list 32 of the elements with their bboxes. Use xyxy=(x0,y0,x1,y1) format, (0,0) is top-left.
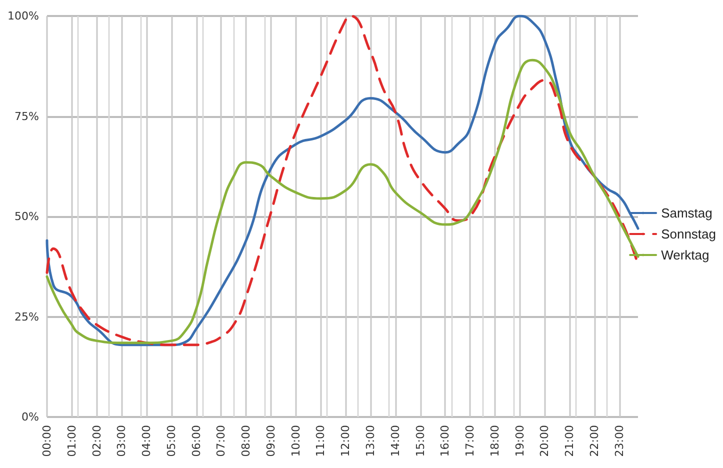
y-tick-label: 0% xyxy=(22,410,39,424)
x-tick-label: 18:00 xyxy=(488,425,502,457)
x-tick-label: 05:00 xyxy=(164,425,178,457)
x-tick-label: 06:00 xyxy=(190,425,203,457)
x-tick-label: 13:00 xyxy=(364,425,377,457)
x-tick-label: 16:00 xyxy=(438,425,452,457)
x-tick-label: 04:00 xyxy=(140,425,154,457)
x-tick-label: 09:00 xyxy=(264,425,278,457)
x-tick-label: 02:00 xyxy=(90,425,104,457)
x-tick-label: 07:00 xyxy=(214,425,228,457)
legend-label: Samstag xyxy=(661,206,712,220)
y-tick-label: 25% xyxy=(14,310,39,324)
x-tick-label: 19:00 xyxy=(513,425,526,457)
x-tick-label: 10:00 xyxy=(289,425,302,457)
x-tick-label: 00:00 xyxy=(40,425,54,457)
x-tick-label: 03:00 xyxy=(115,425,128,457)
x-tick-label: 22:00 xyxy=(588,425,601,457)
x-tick-label: 17:00 xyxy=(464,425,477,457)
x-tick-label: 23:00 xyxy=(612,425,626,457)
y-tick-label: 75% xyxy=(14,110,39,123)
x-tick-label: 08:00 xyxy=(240,425,253,457)
x-tick-label: 14:00 xyxy=(388,425,402,457)
x-tick-label: 11:00 xyxy=(314,425,328,457)
y-tick-label: 100% xyxy=(8,10,39,22)
legend-label: Sonnstag xyxy=(661,226,716,242)
x-tick-label: 21:00 xyxy=(563,425,576,457)
x-tick-label: 15:00 xyxy=(414,425,427,457)
y-tick-label: 50% xyxy=(14,210,39,223)
x-tick-label: 01:00 xyxy=(65,425,78,457)
x-tick-label: 12:00 xyxy=(339,425,352,457)
legend-label: Werktag xyxy=(661,248,710,262)
x-tick-label: 20:00 xyxy=(538,425,552,457)
